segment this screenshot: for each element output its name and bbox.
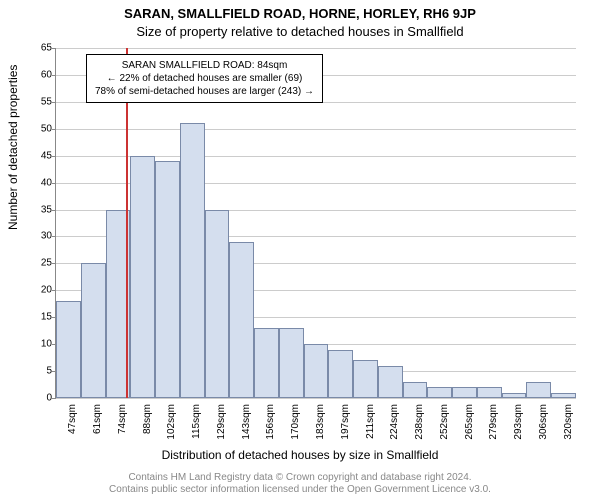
- y-tick-mark: [52, 290, 55, 291]
- y-tick-label: 55: [40, 96, 52, 107]
- y-tick-mark: [52, 183, 55, 184]
- x-tick-label: 197sqm: [340, 404, 351, 444]
- annot-line3: 78% of semi-detached houses are larger (…: [95, 85, 314, 98]
- y-tick-mark: [52, 344, 55, 345]
- annot-line1: SARAN SMALLFIELD ROAD: 84sqm: [95, 59, 314, 72]
- y-tick-label: 40: [40, 177, 52, 188]
- x-tick-label: 279sqm: [488, 404, 499, 444]
- chart-title-sub: Size of property relative to detached ho…: [0, 24, 600, 39]
- histogram-bar: [427, 387, 452, 398]
- x-tick-label: 306sqm: [538, 404, 549, 444]
- y-tick-label: 5: [40, 366, 52, 377]
- gridline: [56, 48, 576, 49]
- x-axis-label: Distribution of detached houses by size …: [0, 448, 600, 462]
- x-tick-label: 61sqm: [92, 404, 103, 444]
- x-tick-label: 238sqm: [414, 404, 425, 444]
- y-tick-mark: [52, 236, 55, 237]
- y-tick-label: 15: [40, 312, 52, 323]
- histogram-bar: [452, 387, 477, 398]
- histogram-bar: [56, 301, 81, 398]
- x-tick-label: 252sqm: [439, 404, 450, 444]
- y-tick-mark: [52, 48, 55, 49]
- histogram-bar: [328, 350, 353, 398]
- x-tick-label: 293sqm: [513, 404, 524, 444]
- x-tick-label: 320sqm: [563, 404, 574, 444]
- y-tick-mark: [52, 263, 55, 264]
- histogram-bar: [502, 393, 527, 398]
- y-tick-mark: [52, 75, 55, 76]
- histogram-bar: [551, 393, 576, 398]
- y-axis-label: Number of detached properties: [6, 65, 20, 230]
- footer-line2: Contains public sector information licen…: [0, 484, 600, 496]
- y-tick-mark: [52, 210, 55, 211]
- y-tick-label: 50: [40, 123, 52, 134]
- histogram-bar: [279, 328, 304, 398]
- x-tick-label: 170sqm: [290, 404, 301, 444]
- annotation-box: SARAN SMALLFIELD ROAD: 84sqm← 22% of det…: [86, 54, 323, 103]
- y-tick-label: 0: [40, 393, 52, 404]
- histogram-bar: [130, 156, 155, 398]
- x-tick-label: 224sqm: [389, 404, 400, 444]
- x-tick-label: 183sqm: [315, 404, 326, 444]
- histogram-bar: [378, 366, 403, 398]
- y-tick-label: 45: [40, 150, 52, 161]
- x-tick-label: 88sqm: [142, 404, 153, 444]
- x-tick-label: 143sqm: [241, 404, 252, 444]
- histogram-bar: [304, 344, 329, 398]
- x-tick-label: 102sqm: [166, 404, 177, 444]
- y-tick-label: 60: [40, 69, 52, 80]
- annot-line2: ← 22% of detached houses are smaller (69…: [95, 72, 314, 85]
- x-tick-label: 265sqm: [464, 404, 475, 444]
- histogram-bar: [205, 210, 230, 398]
- y-tick-mark: [52, 102, 55, 103]
- histogram-bar: [180, 123, 205, 398]
- y-tick-label: 10: [40, 339, 52, 350]
- x-tick-label: 211sqm: [365, 404, 376, 444]
- y-tick-label: 35: [40, 204, 52, 215]
- histogram-bar: [81, 263, 106, 398]
- chart-container: SARAN, SMALLFIELD ROAD, HORNE, HORLEY, R…: [0, 0, 600, 500]
- x-tick-label: 47sqm: [67, 404, 78, 444]
- footer-line1: Contains HM Land Registry data © Crown c…: [0, 472, 600, 484]
- x-tick-label: 74sqm: [117, 404, 128, 444]
- x-tick-label: 129sqm: [216, 404, 227, 444]
- histogram-bar: [254, 328, 279, 398]
- histogram-bar: [155, 161, 180, 398]
- y-tick-mark: [52, 317, 55, 318]
- footer-attribution: Contains HM Land Registry data © Crown c…: [0, 472, 600, 496]
- histogram-bar: [526, 382, 551, 398]
- gridline: [56, 398, 576, 399]
- histogram-bar: [403, 382, 428, 398]
- y-tick-mark: [52, 398, 55, 399]
- y-tick-mark: [52, 156, 55, 157]
- plot-area: SARAN SMALLFIELD ROAD: 84sqm← 22% of det…: [55, 48, 576, 399]
- y-tick-mark: [52, 371, 55, 372]
- gridline: [56, 129, 576, 130]
- x-tick-label: 156sqm: [265, 404, 276, 444]
- chart-title-main: SARAN, SMALLFIELD ROAD, HORNE, HORLEY, R…: [0, 6, 600, 21]
- y-tick-label: 25: [40, 258, 52, 269]
- y-tick-mark: [52, 129, 55, 130]
- histogram-bar: [229, 242, 254, 398]
- y-tick-label: 20: [40, 285, 52, 296]
- x-tick-label: 115sqm: [191, 404, 202, 444]
- y-tick-label: 30: [40, 231, 52, 242]
- histogram-bar: [477, 387, 502, 398]
- y-tick-label: 65: [40, 43, 52, 54]
- histogram-bar: [353, 360, 378, 398]
